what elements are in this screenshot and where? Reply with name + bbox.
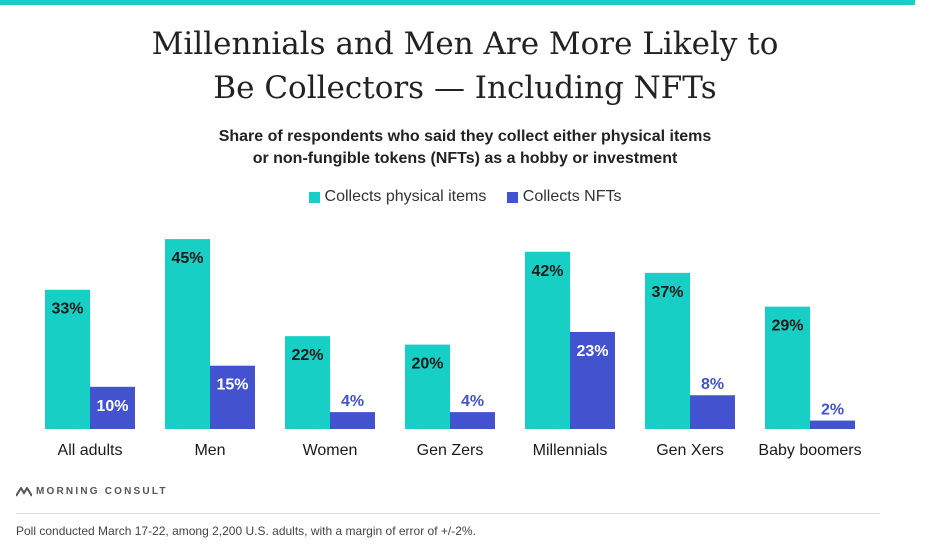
category-label: All adults — [58, 442, 123, 459]
top-accent-rule — [0, 0, 915, 5]
chart-subtitle-line-2: or non-fungible tokens (NFTs) as a hobby… — [252, 150, 678, 167]
bar-nft — [690, 395, 735, 429]
bar-nft — [210, 365, 255, 429]
data-label-nft: 15% — [216, 377, 248, 394]
chart-legend: Collects physical items Collects NFTs — [0, 188, 930, 208]
data-label-nft: 10% — [96, 398, 128, 415]
chart-title: Millennials and Men Are More Likely to B… — [0, 22, 930, 110]
data-label-physical: 42% — [531, 263, 563, 280]
data-label-nft: 8% — [701, 376, 724, 393]
category-label: Women — [303, 442, 358, 459]
bar-physical — [765, 306, 810, 429]
data-label-nft: 4% — [341, 393, 364, 410]
category-label: Gen Zers — [417, 442, 484, 459]
legend-label-physical: Collects physical items — [324, 188, 487, 205]
chart-subtitle: Share of respondents who said they colle… — [0, 126, 930, 170]
bar-nft — [570, 331, 615, 429]
legend-item-physical: Collects physical items — [308, 188, 487, 206]
data-label-physical: 22% — [291, 347, 323, 364]
bar-physical — [45, 289, 90, 429]
bar-physical — [285, 336, 330, 429]
bar-nft — [450, 412, 495, 429]
legend-swatch-physical — [308, 191, 320, 203]
bar-physical — [165, 239, 210, 429]
morning-consult-logo-icon — [16, 486, 32, 497]
category-label: Gen Xers — [656, 442, 724, 459]
category-label: Men — [194, 442, 225, 459]
brand-logo: MORNING CONSULT — [16, 486, 168, 497]
bar-nft — [90, 386, 135, 429]
chart-title-line-1: Millennials and Men Are More Likely to — [151, 26, 779, 62]
data-label-physical: 37% — [651, 284, 683, 301]
data-label-nft: 23% — [576, 343, 608, 360]
legend-label-nft: Collects NFTs — [522, 188, 622, 205]
footer-note: Poll conducted March 17-22, among 2,200 … — [16, 524, 476, 538]
bar-nft — [330, 412, 375, 429]
bar-physical — [525, 251, 570, 429]
data-label-physical: 29% — [771, 318, 803, 335]
category-label: Baby boomers — [758, 442, 861, 459]
data-label-nft: 4% — [461, 393, 484, 410]
data-label-nft: 2% — [821, 402, 844, 419]
chart-title-line-2: Be Collectors — Including NFTs — [213, 70, 717, 106]
data-label-physical: 20% — [411, 356, 443, 373]
category-label: Millennials — [533, 442, 608, 459]
legend-swatch-nft — [506, 191, 518, 203]
legend-item-nft: Collects NFTs — [506, 188, 622, 206]
bar-nft — [810, 420, 855, 429]
bar-physical — [405, 344, 450, 429]
brand-name: MORNING CONSULT — [36, 486, 168, 497]
chart-subtitle-line-1: Share of respondents who said they colle… — [218, 128, 712, 145]
bar-physical — [645, 272, 690, 429]
data-label-physical: 33% — [51, 301, 83, 318]
data-label-physical: 45% — [171, 250, 203, 267]
footer-divider — [16, 513, 880, 514]
